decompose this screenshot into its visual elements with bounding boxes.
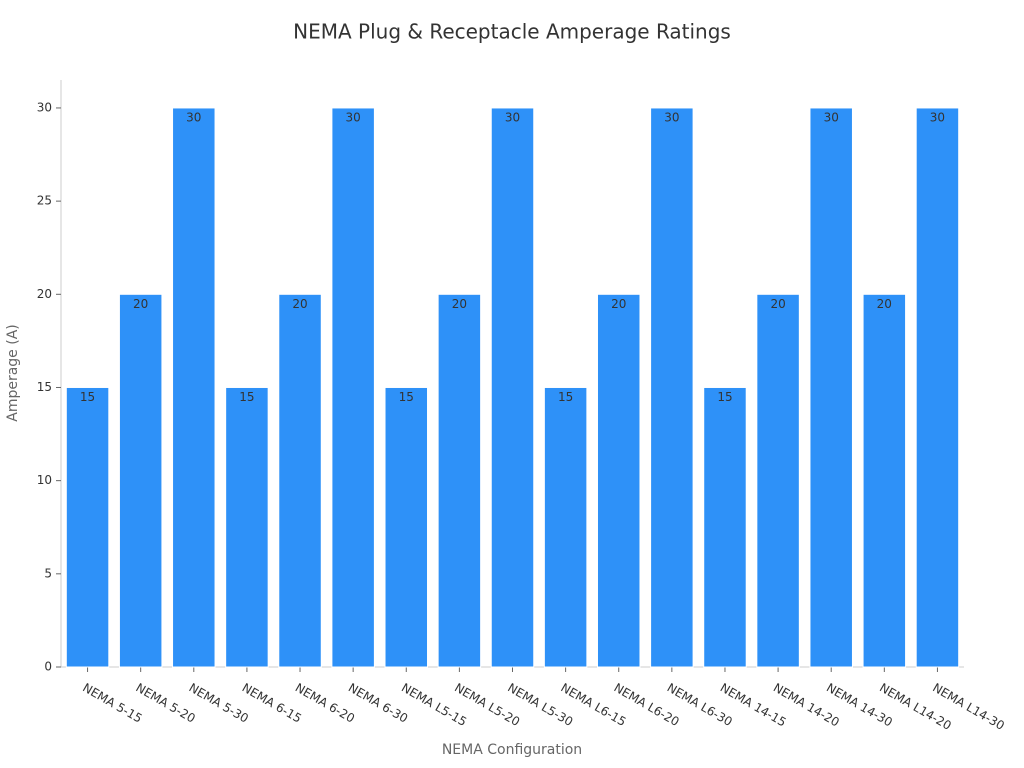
data-label: 20 [770,297,785,311]
data-label: 20 [611,297,626,311]
data-label: 30 [824,110,839,124]
y-tick-label: 30 [37,100,52,114]
bar [862,293,907,668]
bar [650,107,694,668]
bar [809,107,853,668]
bar [543,386,588,668]
bar [756,293,800,668]
data-label: 30 [505,110,520,124]
bar [65,386,110,668]
bar [915,107,960,668]
x-tick-label: NEMA 5-15 [80,681,144,726]
data-label: 20 [292,297,307,311]
bar [172,107,216,668]
data-label: 20 [877,297,892,311]
y-tick-label: 25 [37,194,52,208]
data-label: 20 [133,297,148,311]
bar [596,293,641,668]
bar [225,386,269,668]
bar [384,386,429,668]
data-label: 15 [399,390,414,404]
data-label: 30 [930,110,945,124]
x-tick-label: NEMA 6-20 [293,681,357,726]
data-label: 30 [186,110,201,124]
bar [118,293,163,668]
y-axis-title: Amperage (A) [5,324,21,422]
y-tick-label: 5 [44,566,52,580]
bar [490,107,535,668]
y-tick-label: 10 [37,473,52,487]
y-tick-label: 0 [44,660,52,674]
bar [437,293,482,668]
x-tick-label: NEMA 6-30 [346,681,410,726]
x-tick-label: NEMA 5-30 [187,681,251,726]
data-label: 15 [558,390,573,404]
x-axis-title: NEMA Configuration [442,742,582,758]
x-tick-label: NEMA 6-15 [240,681,304,726]
data-label: 15 [80,390,95,404]
bar [331,107,375,668]
data-label: 30 [664,110,679,124]
data-label: 15 [717,390,732,404]
y-tick-label: 20 [37,287,52,301]
data-label: 15 [239,390,254,404]
bar [703,386,747,668]
chart-title: NEMA Plug & Receptacle Amperage Ratings [293,20,731,44]
x-tick-label: NEMA 5-20 [133,681,197,726]
data-label: 30 [346,110,361,124]
data-label: 20 [452,297,467,311]
bar [278,293,322,668]
y-tick-label: 15 [37,380,52,394]
